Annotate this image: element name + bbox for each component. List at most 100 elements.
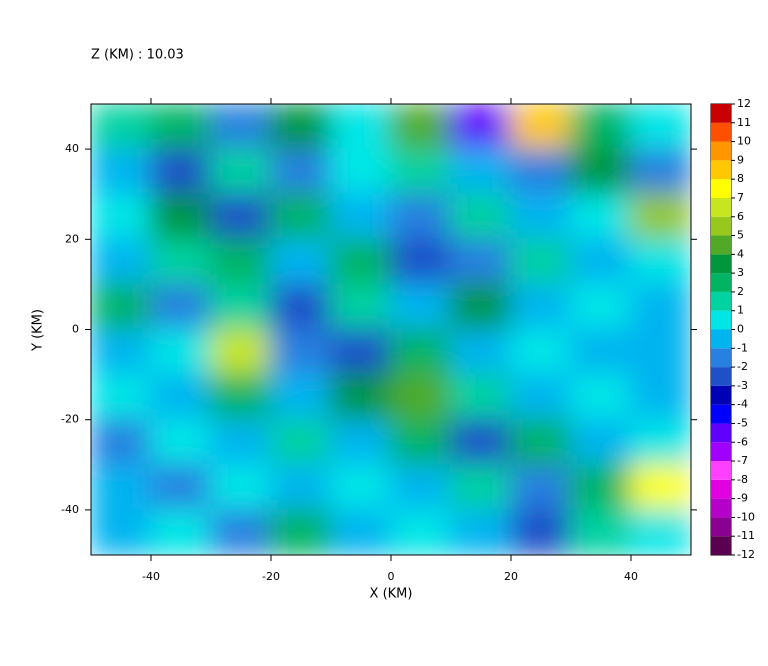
heatmap-field <box>91 104 691 555</box>
heatmap-cell <box>91 463 152 511</box>
heatmap-cell <box>270 373 332 421</box>
heatmap-cell <box>630 463 691 511</box>
heatmap-cell <box>390 418 452 466</box>
colorbar-swatch <box>711 104 731 123</box>
heatmap-cell <box>510 373 572 421</box>
colorbar-tick-label: 9 <box>737 153 744 166</box>
heatmap-cell <box>210 508 272 555</box>
y-tick-label: -40 <box>61 503 79 516</box>
heatmap-cell <box>570 328 632 376</box>
colorbar-tick-label: -12 <box>737 548 755 561</box>
heatmap-cell <box>150 193 212 241</box>
heatmap-cell <box>450 418 512 466</box>
colorbar-swatch <box>711 536 731 555</box>
heatmap-cell <box>450 463 512 511</box>
colorbar-tick-label: 5 <box>737 229 744 242</box>
heatmap-cell <box>390 283 452 331</box>
heatmap-cell <box>510 418 572 466</box>
colorbar-swatch <box>711 254 731 274</box>
x-tick-label: 40 <box>624 570 638 583</box>
heatmap-cell <box>510 193 572 241</box>
heatmap-cell <box>510 148 572 196</box>
heatmap-cell <box>91 418 152 466</box>
colorbar-tick-label: 8 <box>737 172 744 185</box>
x-tick-label: -20 <box>262 570 280 583</box>
heatmap-cell <box>510 238 572 286</box>
colorbar-swatch <box>711 329 731 349</box>
heatmap-cell <box>390 104 452 151</box>
heatmap-cell <box>330 104 392 151</box>
heatmap-cell <box>330 463 392 511</box>
heatmap-cell <box>390 238 452 286</box>
heatmap-cell <box>510 508 572 555</box>
colorbar-swatch <box>711 423 731 443</box>
heatmap-cell <box>330 508 392 555</box>
heatmap-cell <box>570 238 632 286</box>
colorbar-tick-label: -4 <box>737 398 748 411</box>
heatmap-cell <box>390 508 452 555</box>
x-tick-label: 0 <box>388 570 395 583</box>
heatmap-cell <box>450 373 512 421</box>
heatmap-cell <box>270 418 332 466</box>
colorbar-swatch <box>711 498 731 518</box>
colorbar-tick-label: 0 <box>737 323 744 336</box>
colorbar-swatch <box>711 216 731 236</box>
colorbar-swatch <box>711 367 731 386</box>
heatmap-cell <box>570 104 632 151</box>
y-axis-label: Y (KM) <box>31 309 46 352</box>
heatmap-cell <box>390 328 452 376</box>
colorbar-tick-label: -8 <box>737 473 748 486</box>
y-tick-label: 0 <box>72 323 79 336</box>
heatmap-cell <box>330 418 392 466</box>
heatmap-cell <box>630 328 691 376</box>
heatmap-cell <box>210 148 272 196</box>
colorbar-tick-label: -7 <box>737 454 748 467</box>
heatmap-cell <box>630 418 691 466</box>
heatmap-cell <box>91 508 152 555</box>
heatmap-cell <box>330 193 392 241</box>
colorbar-tick-label: 10 <box>737 135 751 148</box>
colorbar-tick-label: -6 <box>737 435 748 448</box>
colorbar-swatch <box>711 348 731 368</box>
heatmap-cell <box>630 193 691 241</box>
heatmap-cell <box>150 328 212 376</box>
heatmap-cell <box>570 418 632 466</box>
heatmap-cell <box>450 283 512 331</box>
colorbar-swatch <box>711 179 731 198</box>
heatmap-cell <box>270 238 332 286</box>
heatmap-cell <box>150 373 212 421</box>
heatmap-cell <box>330 283 392 331</box>
heatmap-cell <box>570 373 632 421</box>
colorbar-tick-label: -9 <box>737 492 748 505</box>
y-tick-label: 20 <box>65 232 79 245</box>
colorbar-tick-label: 7 <box>737 191 744 204</box>
heatmap-cell <box>270 148 332 196</box>
y-tick-label: -20 <box>61 413 79 426</box>
heatmap-cell <box>91 373 152 421</box>
heatmap-cell <box>270 328 332 376</box>
heatmap-cell <box>270 193 332 241</box>
colorbar-tick-label: -10 <box>737 510 755 523</box>
heatmap-cell <box>630 148 691 196</box>
x-tick-label: 20 <box>504 570 518 583</box>
colorbar-swatch <box>711 442 731 462</box>
heatmap-cell <box>270 508 332 555</box>
heatmap-cell <box>450 148 512 196</box>
colorbar-tick-label: 3 <box>737 266 744 279</box>
colorbar-tick-label: -11 <box>737 529 755 542</box>
heatmap-cell <box>630 373 691 421</box>
heatmap <box>91 104 691 555</box>
heatmap-cell <box>330 328 392 376</box>
heatmap-cell <box>630 104 691 151</box>
heatmap-cell <box>150 104 212 151</box>
colorbar-swatch <box>711 479 731 499</box>
heatmap-cell <box>450 104 512 151</box>
heatmap-cell <box>570 148 632 196</box>
heatmap-cell <box>210 283 272 331</box>
heatmap-cell <box>390 148 452 196</box>
heatmap-cell <box>510 104 572 151</box>
colorbar-swatch <box>711 141 731 161</box>
heatmap-cell <box>630 283 691 331</box>
heatmap-cell <box>150 283 212 331</box>
